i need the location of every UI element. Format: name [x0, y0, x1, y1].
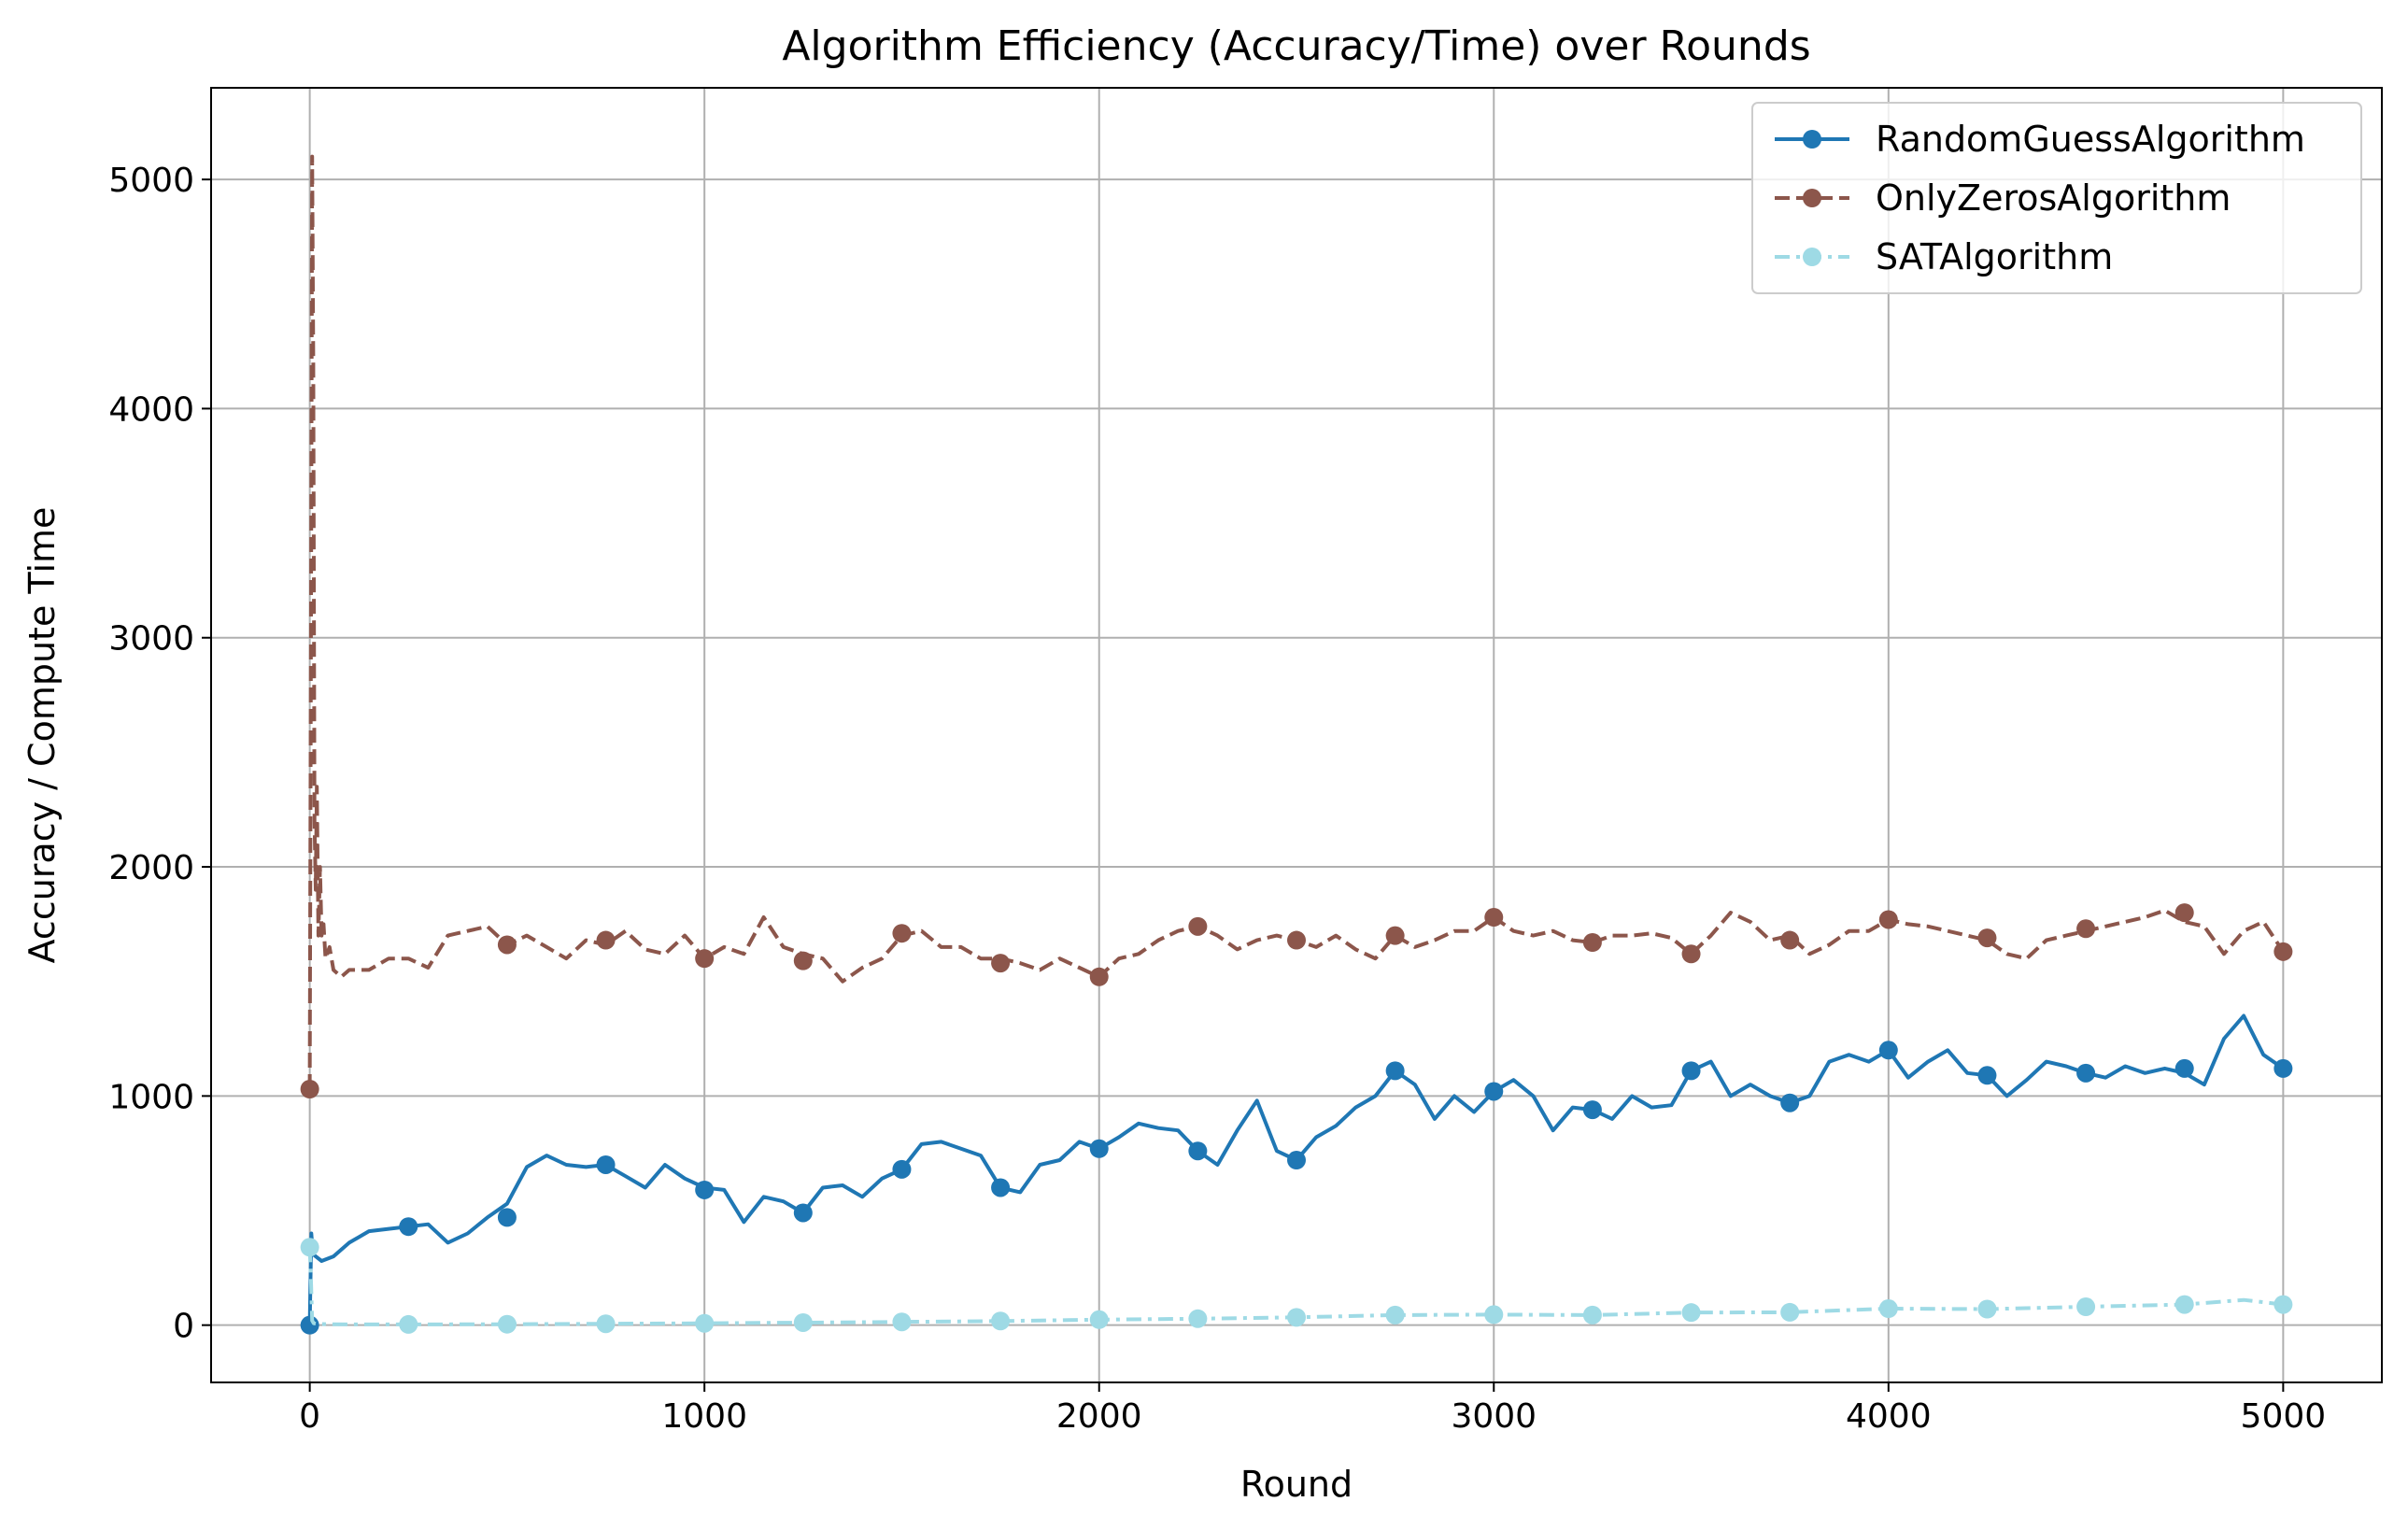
- data-point-onlyzerosalgorithm: [2174, 903, 2194, 923]
- data-point-randomguessalgorithm: [1089, 1139, 1109, 1158]
- data-point-satalgorithm: [1582, 1305, 1602, 1325]
- data-point-satalgorithm: [1089, 1310, 1109, 1329]
- data-point-randomguessalgorithm: [695, 1180, 715, 1199]
- data-point-satalgorithm: [2076, 1297, 2096, 1317]
- data-point-randomguessalgorithm: [892, 1159, 912, 1179]
- data-point-onlyzerosalgorithm: [1484, 908, 1504, 928]
- data-point-randomguessalgorithm: [1681, 1061, 1701, 1081]
- x-axis-label: Round: [1240, 1464, 1353, 1505]
- data-point-satalgorithm: [2174, 1295, 2194, 1314]
- data-point-onlyzerosalgorithm: [1977, 928, 1997, 948]
- plot-frame: [210, 87, 2383, 1383]
- data-point-satalgorithm: [596, 1314, 616, 1334]
- legend-label-randomguessalgorithm: RandomGuessAlgorithm: [1876, 119, 2305, 160]
- data-point-randomguessalgorithm: [1977, 1066, 1997, 1085]
- data-point-randomguessalgorithm: [1287, 1151, 1306, 1170]
- data-point-randomguessalgorithm: [1582, 1100, 1602, 1120]
- data-point-satalgorithm: [892, 1312, 912, 1332]
- data-point-satalgorithm: [793, 1312, 813, 1332]
- data-point-onlyzerosalgorithm: [1089, 967, 1109, 986]
- data-point-onlyzerosalgorithm: [497, 935, 517, 955]
- data-point-satalgorithm: [1188, 1309, 1208, 1328]
- data-point-satalgorithm: [1878, 1299, 1898, 1319]
- legend-label-satalgorithm: SATAlgorithm: [1876, 236, 2113, 277]
- data-point-randomguessalgorithm: [1385, 1061, 1405, 1081]
- data-point-satalgorithm: [1484, 1305, 1504, 1325]
- data-point-randomguessalgorithm: [1484, 1082, 1504, 1101]
- data-point-onlyzerosalgorithm: [695, 949, 715, 969]
- data-point-randomguessalgorithm: [2273, 1058, 2293, 1078]
- data-point-randomguessalgorithm: [399, 1217, 418, 1237]
- series-onlyzerosalgorithm: [300, 154, 2293, 1099]
- y-axis-label: Accuracy / Compute Time: [21, 507, 63, 964]
- y-tick-label: 5000: [108, 162, 194, 200]
- data-point-onlyzerosalgorithm: [596, 930, 616, 950]
- y-tick-label: 2000: [108, 849, 194, 887]
- y-tick-label: 0: [173, 1308, 194, 1346]
- y-tick-label: 4000: [108, 390, 194, 429]
- legend: RandomGuessAlgorithm OnlyZerosAlgorithm SA…: [1751, 102, 2362, 294]
- data-point-satalgorithm: [1780, 1302, 1800, 1322]
- data-point-onlyzerosalgorithm: [1681, 944, 1701, 964]
- chart-title: Algorithm Efficiency (Accuracy/Time) ove…: [782, 22, 1810, 70]
- data-point-randomguessalgorithm: [596, 1155, 616, 1174]
- data-point-onlyzerosalgorithm: [1188, 916, 1208, 936]
- data-point-satalgorithm: [399, 1314, 418, 1334]
- data-point-satalgorithm: [497, 1314, 517, 1334]
- legend-marker-satalgorithm: [1803, 248, 1821, 266]
- series-line-satalgorithm: [307, 1247, 2284, 1326]
- x-tick-label: 2000: [1056, 1397, 1142, 1436]
- data-point-randomguessalgorithm: [2076, 1063, 2096, 1083]
- legend-marker-randomguessalgorithm: [1803, 130, 1821, 149]
- data-point-onlyzerosalgorithm: [793, 951, 813, 970]
- series-layer: [300, 154, 2293, 1335]
- series-randomguessalgorithm: [300, 1013, 2293, 1335]
- series-line-randomguessalgorithm: [307, 1013, 2285, 1325]
- data-point-onlyzerosalgorithm: [1878, 910, 1898, 929]
- data-point-onlyzerosalgorithm: [300, 1080, 319, 1099]
- data-point-onlyzerosalgorithm: [2273, 942, 2293, 961]
- data-point-randomguessalgorithm: [2174, 1058, 2194, 1078]
- data-point-randomguessalgorithm: [991, 1178, 1011, 1197]
- data-point-onlyzerosalgorithm: [1780, 930, 1800, 950]
- data-point-satalgorithm: [1385, 1305, 1405, 1325]
- x-tick-label: 3000: [1451, 1397, 1537, 1436]
- series-satalgorithm: [300, 1238, 2293, 1334]
- data-point-satalgorithm: [695, 1313, 715, 1333]
- data-point-onlyzerosalgorithm: [892, 924, 912, 943]
- data-point-onlyzerosalgorithm: [1287, 930, 1306, 950]
- data-point-onlyzerosalgorithm: [991, 954, 1011, 973]
- data-point-onlyzerosalgorithm: [1385, 926, 1405, 945]
- data-point-randomguessalgorithm: [1878, 1041, 1898, 1060]
- x-tick-label: 4000: [1846, 1397, 1932, 1436]
- data-point-randomguessalgorithm: [1188, 1141, 1208, 1161]
- legend-frame: [1751, 102, 2362, 294]
- data-point-satalgorithm: [991, 1311, 1011, 1331]
- data-point-randomguessalgorithm: [793, 1203, 813, 1223]
- legend-label-onlyzerosalgorithm: OnlyZerosAlgorithm: [1876, 177, 2231, 219]
- data-point-satalgorithm: [300, 1238, 319, 1257]
- x-tick-label: 1000: [661, 1397, 747, 1436]
- y-tick-label: 1000: [108, 1078, 194, 1116]
- data-point-satalgorithm: [1977, 1299, 1997, 1319]
- x-tick-label: 0: [299, 1397, 320, 1436]
- data-point-onlyzerosalgorithm: [2076, 919, 2096, 939]
- data-point-randomguessalgorithm: [1780, 1093, 1800, 1112]
- series-line-onlyzerosalgorithm: [307, 154, 2286, 1090]
- data-point-satalgorithm: [1287, 1308, 1306, 1327]
- y-tick-label: 3000: [108, 620, 194, 659]
- data-point-onlyzerosalgorithm: [1582, 933, 1602, 953]
- ticks: 0 1000 2000 3000 4000 5000 0 1000 2000 3000 4000 50…: [108, 162, 2326, 1436]
- x-tick-label: 5000: [2241, 1397, 2327, 1436]
- data-point-randomguessalgorithm: [497, 1208, 517, 1227]
- legend-marker-onlyzerosalgorithm: [1803, 189, 1821, 207]
- data-point-satalgorithm: [1681, 1303, 1701, 1323]
- data-point-satalgorithm: [2273, 1295, 2293, 1314]
- data-point-randomguessalgorithm: [300, 1315, 319, 1335]
